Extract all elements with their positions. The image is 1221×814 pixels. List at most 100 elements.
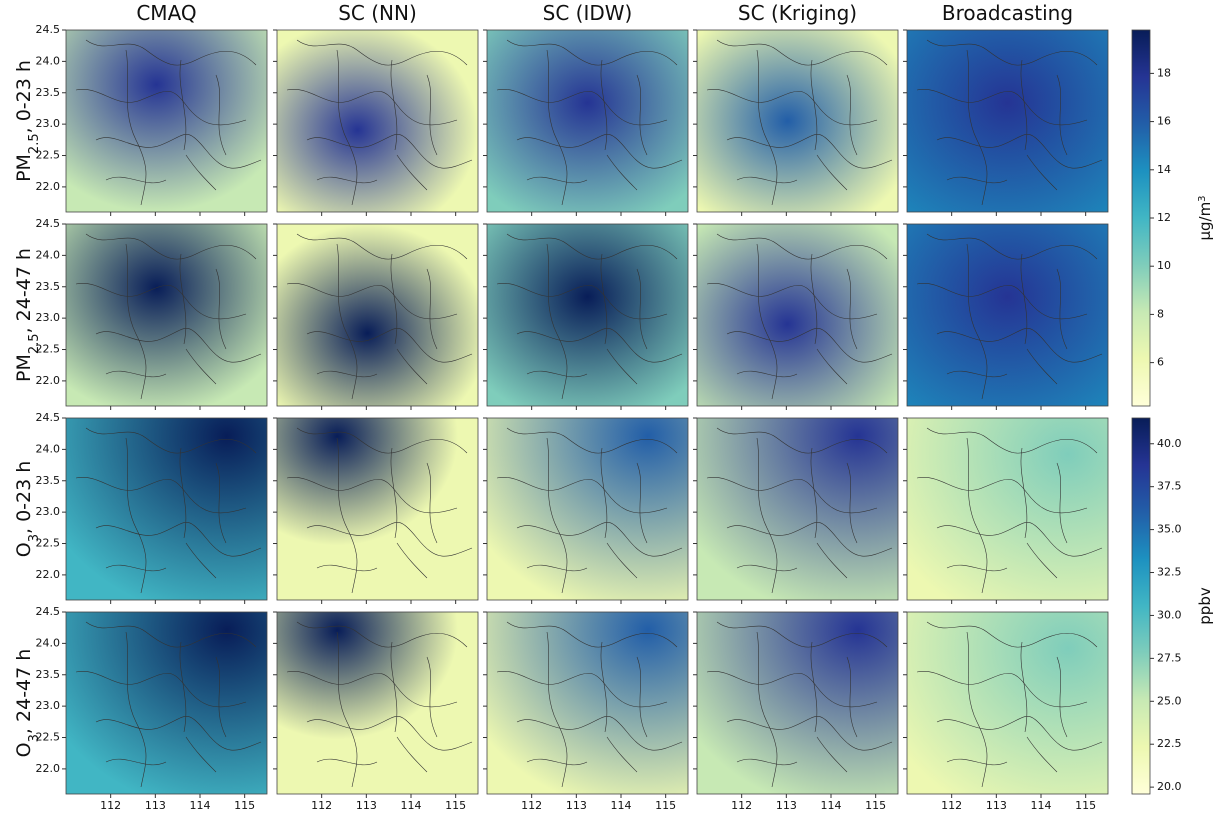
x-tick-label: 113 (986, 799, 1007, 812)
map-panel (487, 30, 688, 212)
map-panel (907, 418, 1108, 600)
colorbar-tick-label: 32.5 (1157, 566, 1182, 579)
colorbar-tick-label: 16 (1157, 115, 1171, 128)
map-panel (487, 612, 688, 794)
map-panel (487, 224, 688, 406)
y-tick-label: 22.5 (36, 537, 61, 550)
map-panel (277, 30, 478, 212)
y-tick-label: 22.5 (36, 149, 61, 162)
y-tick-label: 22.0 (36, 568, 61, 581)
colorbar-tick-label: 35.0 (1157, 523, 1182, 536)
y-tick-label: 23.0 (36, 699, 61, 712)
colorbar-label: μg/m3 (1196, 195, 1214, 240)
y-tick-label: 23.5 (36, 668, 61, 681)
y-tick-label: 23.0 (36, 505, 61, 518)
colorbar-tick-label: 12 (1157, 211, 1171, 224)
map-panel (277, 224, 478, 406)
x-tick-label: 112 (731, 799, 752, 812)
column-title: SC (Kriging) (738, 1, 857, 25)
map-panel (907, 612, 1108, 794)
colorbar-tick-label: 14 (1157, 163, 1171, 176)
map-panel (907, 224, 1108, 406)
colorbar-tick-label: 37.5 (1157, 480, 1182, 493)
map-panel (697, 224, 898, 406)
column-title: SC (NN) (338, 1, 417, 25)
y-tick-label: 23.0 (36, 117, 61, 130)
y-tick-label: 23.5 (36, 474, 61, 487)
map-panel (697, 612, 898, 794)
y-tick-label: 24.0 (36, 636, 61, 649)
colorbar-tick-label: 18 (1157, 66, 1171, 79)
map-panel (277, 612, 478, 794)
x-tick-label: 113 (356, 799, 377, 812)
y-tick-label: 22.0 (36, 374, 61, 387)
x-tick-label: 115 (655, 799, 676, 812)
column-title: SC (IDW) (543, 1, 633, 25)
colorbar-tick-label: 6 (1157, 356, 1164, 369)
x-tick-label: 115 (234, 799, 255, 812)
map-panel (66, 418, 267, 600)
colorbar-tick-label: 10 (1157, 259, 1171, 272)
unit-main: μg/m (1196, 202, 1214, 241)
x-tick-label: 114 (821, 799, 842, 812)
y-tick-label: 22.5 (36, 343, 61, 356)
y-tick-label: 24.5 (36, 411, 61, 424)
y-tick-label: 23.5 (36, 280, 61, 293)
colorbar-tick-label: 8 (1157, 307, 1164, 320)
x-tick-label: 115 (865, 799, 886, 812)
x-tick-label: 113 (776, 799, 797, 812)
figure: CMAQ SC (NN) SC (IDW) SC (Kriging) Broadcast… (0, 0, 1221, 814)
colorbar (1132, 418, 1150, 794)
unit-sup: 3 (1197, 195, 1208, 201)
x-tick-label: 114 (401, 799, 422, 812)
y-tick-label: 24.0 (36, 248, 61, 261)
y-tick-label: 23.5 (36, 86, 61, 99)
colorbar-tick-label: 30.0 (1157, 608, 1182, 621)
map-panel (66, 30, 267, 212)
x-tick-label: 112 (311, 799, 332, 812)
row-label-rest: , 24-47 h (13, 649, 35, 734)
map-panel (277, 418, 478, 600)
map-panel (66, 612, 267, 794)
x-tick-label: 113 (145, 799, 166, 812)
y-tick-label: 22.0 (36, 762, 61, 775)
y-tick-label: 22.5 (36, 731, 61, 744)
colorbar (1132, 30, 1150, 406)
x-tick-label: 112 (100, 799, 121, 812)
x-tick-label: 115 (1075, 799, 1096, 812)
x-tick-label: 113 (566, 799, 587, 812)
x-tick-label: 114 (611, 799, 632, 812)
y-tick-label: 24.0 (36, 442, 61, 455)
row-label-rest: , 0-23 h (13, 60, 35, 133)
x-tick-label: 114 (1031, 799, 1052, 812)
x-tick-label: 112 (941, 799, 962, 812)
colorbar-tick-label: 22.5 (1157, 737, 1182, 750)
map-panel (907, 30, 1108, 212)
row-label-main: O (13, 742, 35, 757)
colorbar-tick-label: 20.0 (1157, 780, 1182, 793)
y-tick-label: 24.5 (36, 217, 61, 230)
y-tick-label: 24.0 (36, 54, 61, 67)
x-tick-label: 115 (445, 799, 466, 812)
map-panel (697, 30, 898, 212)
row-label-main: PM (13, 154, 35, 182)
x-tick-label: 114 (190, 799, 211, 812)
y-tick-label: 24.5 (36, 605, 61, 618)
row-label-main: O (13, 542, 35, 557)
column-title: CMAQ (136, 1, 196, 25)
row-label-rest: , 0-23 h (13, 461, 35, 534)
unit-main: ppbv (1196, 587, 1214, 625)
colorbar-tick-label: 25.0 (1157, 694, 1182, 707)
colorbar-label: ppbv (1196, 587, 1214, 625)
colorbar-tick-label: 40.0 (1157, 437, 1182, 450)
row-label-rest: , 24-47 h (13, 248, 35, 333)
x-tick-label: 112 (521, 799, 542, 812)
y-tick-label: 23.0 (36, 311, 61, 324)
column-title: Broadcasting (942, 1, 1073, 25)
map-panel (66, 224, 267, 406)
colorbar-tick-label: 27.5 (1157, 651, 1182, 664)
y-tick-label: 24.5 (36, 23, 61, 36)
y-tick-label: 22.0 (36, 180, 61, 193)
map-panel (697, 418, 898, 600)
map-panel (487, 418, 688, 600)
